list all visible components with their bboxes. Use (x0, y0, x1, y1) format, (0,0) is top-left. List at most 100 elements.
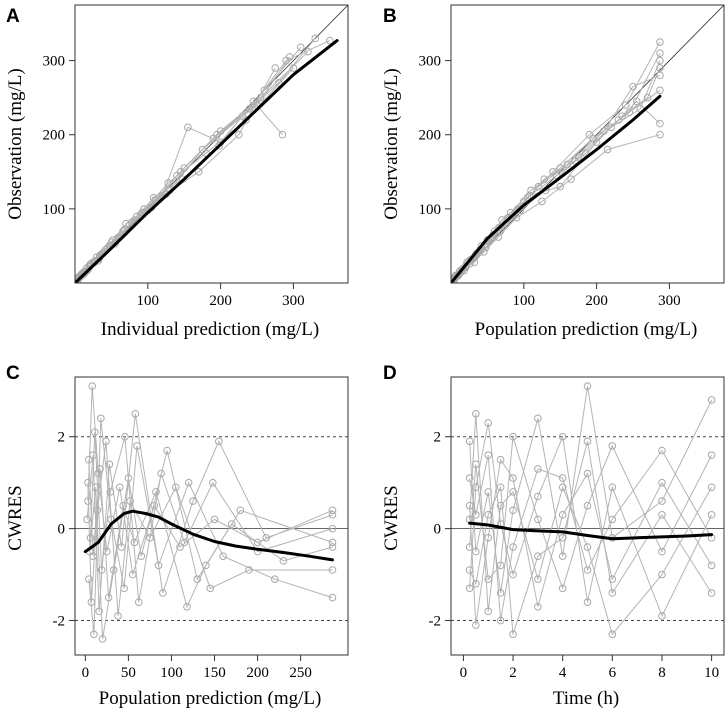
panel-c-data-point (202, 561, 210, 570)
panel-c-data-point (270, 575, 279, 583)
panel-b-data-point (656, 130, 664, 139)
panel-d-data-point (658, 497, 666, 505)
panel-letter-b: B (383, 6, 397, 27)
panel-d-data-point (496, 589, 505, 597)
panel-a-y-tick-label: 300 (43, 54, 66, 70)
panel-a-data-point (249, 97, 258, 106)
panel-a-data-point (242, 116, 250, 124)
panel-letter-c: C (6, 363, 20, 384)
panel-b-y-tick-label: 300 (419, 54, 442, 70)
panel-d-x-tick-label: 2 (509, 665, 517, 681)
panel-c-data-point (91, 428, 99, 436)
panel-c-profile-line (89, 450, 333, 639)
panel-b-profile-line (454, 100, 661, 279)
panel-d-data-point (658, 511, 666, 519)
panel-b-data-point (656, 119, 664, 128)
panel-a-data-point (213, 130, 221, 139)
panel-c-data-point (171, 483, 180, 492)
panel-d-data-point (658, 612, 666, 620)
panel-b-data-point (656, 49, 664, 57)
panel-d-frame (450, 376, 725, 656)
panel-d-data-point (583, 469, 592, 478)
panel-d-data-point (608, 442, 617, 450)
panel-c-y-tick-label: 0 (58, 522, 66, 538)
panel-c-data-point (219, 552, 227, 561)
panel-c-x-tick-label: 50 (121, 665, 136, 681)
panel-c-data-point (215, 437, 223, 446)
panel-c-data-point (176, 543, 184, 551)
panel-c-data-point (245, 566, 253, 574)
panel-c-data-point (96, 465, 104, 473)
panel-c-data-point (210, 515, 219, 524)
panel-d-data-point (658, 547, 666, 556)
panel-c-data-point (95, 607, 103, 616)
panel-a-data-point (271, 64, 280, 72)
panel-d-data-point (509, 488, 517, 496)
panel-d-data-point (583, 437, 592, 446)
panel-a-data-point (111, 239, 119, 248)
panel-letter-a: A (6, 6, 20, 27)
panel-b-data-point (570, 156, 579, 165)
panel-b-data-point (525, 191, 534, 200)
panel-c-x-tick-label: 100 (160, 665, 183, 681)
panel-a-frame (74, 4, 349, 284)
panel-c-data-point (83, 515, 91, 524)
panel-b-data-point (451, 276, 457, 283)
panel-b-data-point (603, 145, 612, 154)
panel-d-x-tick-label: 6 (609, 665, 617, 681)
panel-a-data-point (127, 218, 136, 227)
panel-c-data-point (121, 432, 129, 441)
panel-c-plot: 0 50 100 150 200 250 -2 0 2 (53, 376, 349, 681)
panel-d-data-point (558, 552, 567, 561)
panel-c-profile-line (86, 413, 333, 612)
panel-d-data-point (465, 543, 474, 551)
panel-c-data-point (104, 593, 113, 602)
panel-letter-d: D (383, 363, 397, 384)
panel-d-x-tick-label: 4 (559, 665, 567, 681)
panel-d-data-point (534, 515, 542, 524)
panel-d-data-point (707, 451, 716, 459)
panel-d-profile-line (469, 386, 713, 594)
panel-d-data-point (583, 501, 592, 510)
panel-a-data-point (282, 56, 290, 65)
panel-d-data-point (484, 534, 493, 542)
panel-b-data-point (656, 64, 664, 72)
panel-a-data-point (194, 168, 203, 176)
panel-b-data-point (556, 182, 565, 191)
panel-c-frame (74, 376, 349, 656)
panel-d-data-point (509, 474, 517, 482)
panel-c-trend-line (83, 509, 334, 562)
panel-b-data (451, 5, 724, 283)
panel-a-y-tick-label: 200 (43, 128, 66, 144)
panel-c-data-point (134, 598, 143, 606)
panel-a-x-tick-label: 100 (137, 293, 160, 309)
panel-c-data-point (98, 635, 107, 643)
panel-c-data-point (193, 575, 202, 583)
panel-a-x-tick-label: 300 (282, 293, 305, 309)
panel-d-data-point (558, 483, 567, 492)
panel-c-data-point (208, 478, 217, 487)
panel-c-data-point (180, 538, 189, 547)
panel-d-plot: 0 2 4 6 8 10 -2 0 2 (429, 376, 725, 681)
panel-c-data-point (97, 414, 105, 423)
panel-c-data-point (87, 598, 96, 606)
panel-d-data-point (583, 566, 592, 574)
panel-c-data-point (206, 584, 215, 593)
panel-d-data-point (465, 584, 474, 593)
panel-d-x-tick-label: 10 (704, 665, 719, 681)
panel-d-data-point (472, 579, 480, 588)
panel-c-data-point (97, 566, 106, 574)
panel-a-data-point (107, 238, 116, 247)
panel-c-data-point (328, 506, 337, 515)
panel-c-data-point (106, 488, 115, 496)
panel-d-ylabel: CWRES (381, 485, 402, 550)
panel-c-y-tick-label: 2 (58, 430, 66, 446)
panel-b-y-tick-label: 100 (419, 202, 442, 218)
panel-a-ylabel: Observation (mg/L) (5, 68, 26, 219)
panel-d-data-point (534, 492, 542, 501)
panel-b-data-point (618, 112, 626, 120)
panel-d-data-point (658, 570, 666, 579)
panel-d-data-point (658, 446, 666, 455)
panel-a-data-point (326, 36, 334, 45)
panel-c-profile-line (87, 386, 333, 575)
